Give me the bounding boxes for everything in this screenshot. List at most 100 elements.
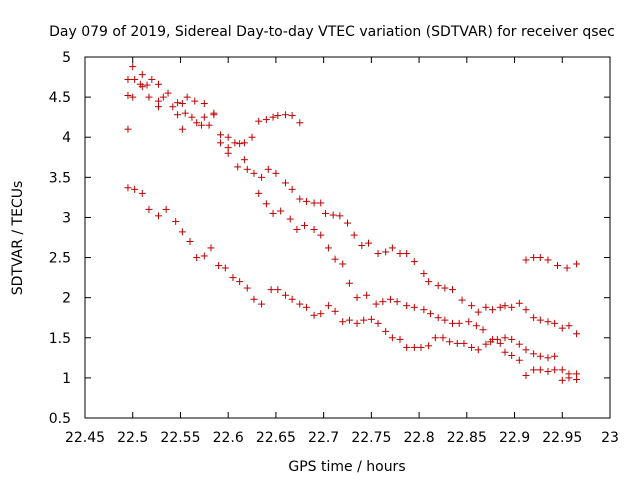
data-point [129,63,137,71]
x-tick-label: 22.7 [308,430,339,446]
data-point [393,298,401,306]
data-point [181,109,189,117]
data-point [530,350,538,358]
data-point [138,71,146,79]
data-point [288,112,296,120]
data-point [164,89,172,97]
data-point [554,262,561,270]
data-point [178,228,186,236]
data-point [496,339,504,347]
data-point [344,219,351,227]
data-point [324,244,332,252]
data-point [250,169,258,177]
data-point [310,311,318,319]
data-point [474,346,482,354]
data-point [479,326,487,334]
data-point [403,250,411,258]
data-point [288,185,296,193]
data-point [148,75,156,83]
data-point [573,260,581,268]
data-point [425,342,433,350]
data-point [358,242,366,250]
y-tick-label: 1.5 [49,331,71,347]
y-tick-label: 4 [62,130,71,146]
data-point [258,300,266,308]
data-point [536,366,544,374]
data-point [200,113,208,121]
data-point [174,111,182,119]
data-point [530,314,538,322]
data-point [396,335,404,343]
data-point [236,140,244,148]
data-point [522,306,530,314]
data-point [353,294,361,302]
data-point [345,279,353,287]
data-point [236,278,244,286]
data-point [172,217,180,225]
data-point [420,270,428,278]
data-point [353,319,361,327]
data-point [124,184,132,192]
data-point [269,113,277,121]
data-point [508,303,516,311]
data-point [331,307,339,315]
data-point [551,352,559,360]
data-point [455,319,463,327]
x-tick-label: 22.45 [65,430,105,446]
data-point [374,319,382,327]
x-tick-label: 22.95 [542,430,582,446]
data-point [558,376,566,384]
data-point [441,316,449,324]
data-point [508,335,516,343]
data-point [386,295,394,303]
data-point [234,163,242,171]
data-point [310,225,318,233]
data-point [474,308,482,316]
data-point [403,343,411,351]
data-point [317,310,325,318]
data-point [317,231,325,239]
data-point [472,322,480,330]
x-tick-label: 22.85 [447,430,487,446]
data-point [565,322,573,330]
data-point [200,100,208,108]
data-point [382,248,390,256]
data-point [240,156,248,164]
data-point [522,346,530,354]
data-point [178,100,186,108]
data-point [243,284,251,292]
data-point [138,189,146,197]
data-point [224,133,232,141]
data-point [558,324,566,332]
data-point [410,343,418,351]
data-point [396,250,404,258]
data-point [536,316,544,324]
data-point [207,244,215,252]
data-point [345,316,353,324]
data-point [449,286,456,294]
x-tick-label: 22.55 [160,430,200,446]
data-point [482,340,490,348]
data-point [162,205,170,213]
data-point [155,80,162,88]
data-point [379,298,387,306]
data-point [446,338,454,346]
data-point [301,221,309,229]
y-tick-label: 0.5 [49,411,71,427]
data-point [131,75,139,83]
data-point [281,291,289,299]
data-point [191,97,199,105]
data-point [468,302,476,310]
data-point [536,352,544,360]
data-point [243,165,251,173]
data-point [124,92,132,100]
data-point [269,209,277,217]
data-point [496,303,504,311]
data-point [573,330,581,338]
data-point [221,264,229,272]
data-point [281,179,289,187]
data-point [277,207,285,215]
data-point [143,81,151,89]
data-point [501,334,509,342]
